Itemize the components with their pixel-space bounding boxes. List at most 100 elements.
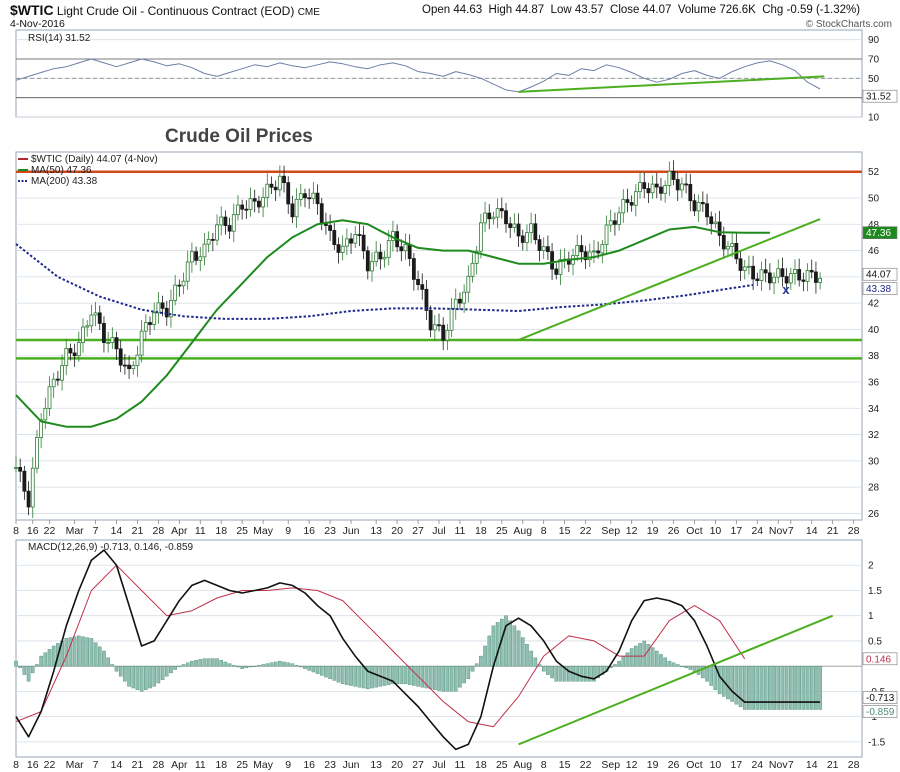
price-panel: 2628303234363840424446485052x$WTIC (Dail…: [14, 151, 898, 521]
macd-histogram-bar: [449, 665, 454, 692]
macd-histogram-bar: [118, 665, 123, 677]
candle-body: [621, 199, 626, 214]
macd-histogram-bar: [650, 647, 655, 667]
x-tick-label: Sep: [601, 525, 620, 537]
macd-histogram-bar: [336, 665, 341, 683]
macd-histogram-bar: [85, 637, 89, 667]
candle-body: [638, 182, 642, 193]
macd-histogram-bar: [441, 665, 445, 692]
price-tick-label: 50: [868, 194, 880, 205]
macd-histogram-bar: [39, 655, 43, 667]
candle-body: [696, 202, 701, 212]
candle-body: [608, 220, 613, 226]
candle-body: [428, 310, 433, 331]
macd-line: [15, 549, 821, 751]
macd-histogram-bar: [730, 665, 734, 702]
x-tick-label: 25: [496, 525, 508, 537]
macd-histogram-bar: [265, 663, 270, 667]
candle-body: [667, 170, 672, 186]
candle-body: [793, 269, 797, 274]
macd-histogram-bar: [747, 665, 751, 710]
candle-body: [474, 250, 479, 264]
chart-title: $WTIC Light Crude Oil - Continuous Contr…: [10, 2, 320, 18]
candle-body: [261, 197, 265, 208]
candle-body: [143, 322, 148, 332]
macd-histogram-bar: [734, 665, 739, 705]
macd-histogram-bar: [93, 642, 98, 667]
candle-body: [671, 170, 676, 180]
watermark: © StockCharts.com: [805, 19, 892, 30]
macd-histogram-bar: [307, 665, 311, 671]
macd-histogram-bar: [240, 665, 244, 669]
price-tick-label: 52: [868, 167, 880, 178]
close-last-value: 44.07: [862, 267, 898, 281]
x-tick-label: 18: [215, 525, 227, 537]
x-tick-label: 11: [195, 525, 206, 537]
candle-body: [240, 204, 245, 210]
candle-body: [629, 202, 634, 206]
x-tick-label-bottom: 22: [580, 759, 592, 771]
macd-histogram-bar: [198, 659, 203, 667]
macd-histogram-bar: [315, 665, 320, 674]
macd-histogram-bar: [763, 665, 768, 710]
macd-histogram-bar: [215, 658, 219, 667]
instrument-name: Light Crude Oil - Continuous Contract (E…: [56, 4, 295, 18]
candle-body: [315, 192, 320, 205]
candle-body: [340, 245, 345, 253]
candle-body: [294, 198, 299, 218]
candle-body: [190, 251, 194, 263]
macd-histogram-bar: [495, 622, 500, 667]
candle-body: [102, 323, 106, 343]
macd-histogram-bar: [424, 665, 429, 689]
x-axis: 8 8 16 16 22 22 Mar Mar 7 7 14 14 21 21 28 28 Apr Apr 11 11…: [13, 520, 860, 771]
x-tick-label: 21: [827, 525, 839, 537]
macd-histogram-bar: [646, 644, 651, 667]
x-tick-label-bottom: 14: [806, 759, 818, 771]
macd-tick-label: -1.5: [868, 737, 886, 748]
candle-body: [202, 243, 207, 258]
macd-histogram-bar: [583, 665, 588, 682]
macd-histogram-bar: [261, 664, 265, 667]
candle-body: [181, 280, 186, 287]
candle-body: [453, 298, 458, 309]
macd-histogram-bar: [22, 665, 27, 675]
candle-body: [533, 223, 538, 241]
macd-histogram-bar: [667, 660, 672, 667]
macd-histogram-bar: [671, 662, 676, 667]
macd-histogram-bar: [382, 665, 387, 686]
candle-body: [583, 251, 588, 261]
candle-body: [127, 364, 131, 370]
candle-body: [257, 200, 261, 208]
x-tick-label-bottom: May: [253, 759, 274, 771]
macd-histogram-bar: [407, 665, 412, 685]
macd-histogram-bar: [613, 664, 617, 667]
macd-histogram-bar: [772, 665, 776, 710]
x-tick-label-bottom: 17: [731, 759, 743, 771]
macd-histogram-bar: [236, 665, 240, 668]
x-tick-label: Oct: [686, 525, 702, 537]
candle-body: [277, 175, 282, 191]
candle-body: [659, 186, 663, 194]
macd-histogram-bar: [617, 660, 621, 667]
candle-body: [148, 322, 152, 325]
candle-body: [541, 246, 546, 251]
close-value: 44.07: [642, 4, 672, 16]
macd-histogram-bar: [278, 660, 282, 667]
candle-body: [269, 183, 274, 188]
macd-histogram-bar: [152, 665, 157, 687]
macd-histogram-bar: [386, 665, 391, 685]
macd-histogram-bar: [533, 657, 538, 667]
candle-body: [43, 407, 48, 421]
macd-histogram-bar: [177, 665, 182, 667]
candle-body: [814, 271, 818, 283]
candle-body: [550, 251, 554, 270]
candle-body: [173, 284, 178, 301]
macd-histogram-bar: [298, 665, 303, 668]
candle-body: [692, 200, 697, 212]
candle-body: [759, 269, 764, 281]
macd-histogram-bar: [345, 665, 349, 685]
macd-histogram-bar: [223, 661, 228, 667]
macd-histogram-bar: [89, 638, 94, 667]
price-tick-label: 32: [868, 430, 880, 441]
